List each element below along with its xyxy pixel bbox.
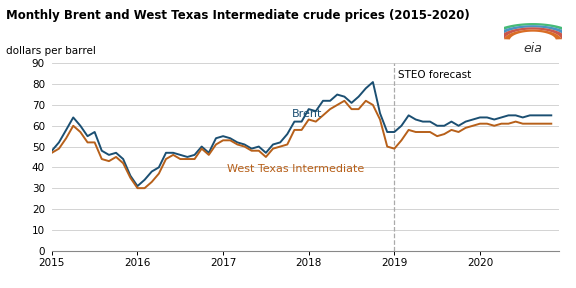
Text: eia: eia	[524, 43, 542, 56]
Text: STEO forecast: STEO forecast	[398, 70, 471, 79]
Text: West Texas Intermediate: West Texas Intermediate	[228, 164, 365, 173]
Text: Monthly Brent and West Texas Intermediate crude prices (2015-2020): Monthly Brent and West Texas Intermediat…	[6, 9, 469, 22]
Polygon shape	[498, 27, 567, 39]
Polygon shape	[504, 30, 562, 39]
Text: dollars per barrel: dollars per barrel	[6, 46, 96, 56]
Polygon shape	[487, 23, 576, 39]
Text: Brent: Brent	[291, 109, 322, 120]
Polygon shape	[492, 25, 573, 39]
